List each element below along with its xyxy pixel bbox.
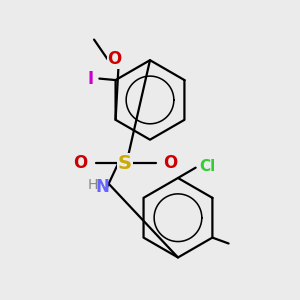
Text: H: H xyxy=(88,178,98,192)
Text: S: S xyxy=(118,154,132,173)
Text: I: I xyxy=(88,70,94,88)
Text: O: O xyxy=(107,50,122,68)
Text: Cl: Cl xyxy=(199,159,215,174)
Text: O: O xyxy=(73,154,87,172)
Text: N: N xyxy=(96,178,110,196)
Text: O: O xyxy=(163,154,177,172)
